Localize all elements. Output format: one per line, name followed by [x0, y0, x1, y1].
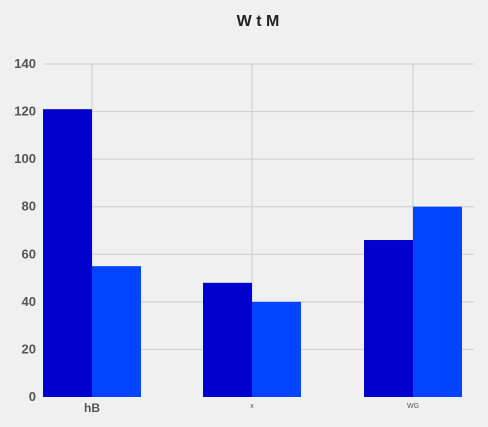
x-axis-tick-labels: hB x WG — [84, 401, 419, 415]
y-tick-label: 100 — [14, 151, 36, 166]
bar-hB-series-2 — [92, 266, 141, 397]
bar-x-series-2 — [252, 301, 301, 397]
x-tick-label: hB — [84, 401, 100, 415]
y-tick-label: 120 — [14, 104, 36, 119]
bar-x-series-1 — [203, 282, 252, 397]
x-tick-label: x — [250, 403, 254, 410]
y-axis-tick-labels: 0 20 40 60 80 100 120 140 — [14, 56, 36, 404]
y-tick-label: 20 — [22, 341, 36, 356]
y-tick-label: 0 — [29, 389, 36, 404]
bar-WG-series-1 — [364, 240, 413, 397]
y-tick-label: 40 — [22, 294, 36, 309]
y-tick-label: 60 — [22, 246, 36, 261]
bar-WG-series-2 — [413, 206, 462, 397]
chart-title: W t M — [237, 13, 280, 30]
bar-hB-series-1 — [43, 109, 92, 397]
y-tick-label: 80 — [22, 199, 36, 214]
x-tick-label: WG — [407, 403, 419, 410]
y-tick-label: 140 — [14, 56, 36, 71]
bars — [43, 109, 462, 397]
